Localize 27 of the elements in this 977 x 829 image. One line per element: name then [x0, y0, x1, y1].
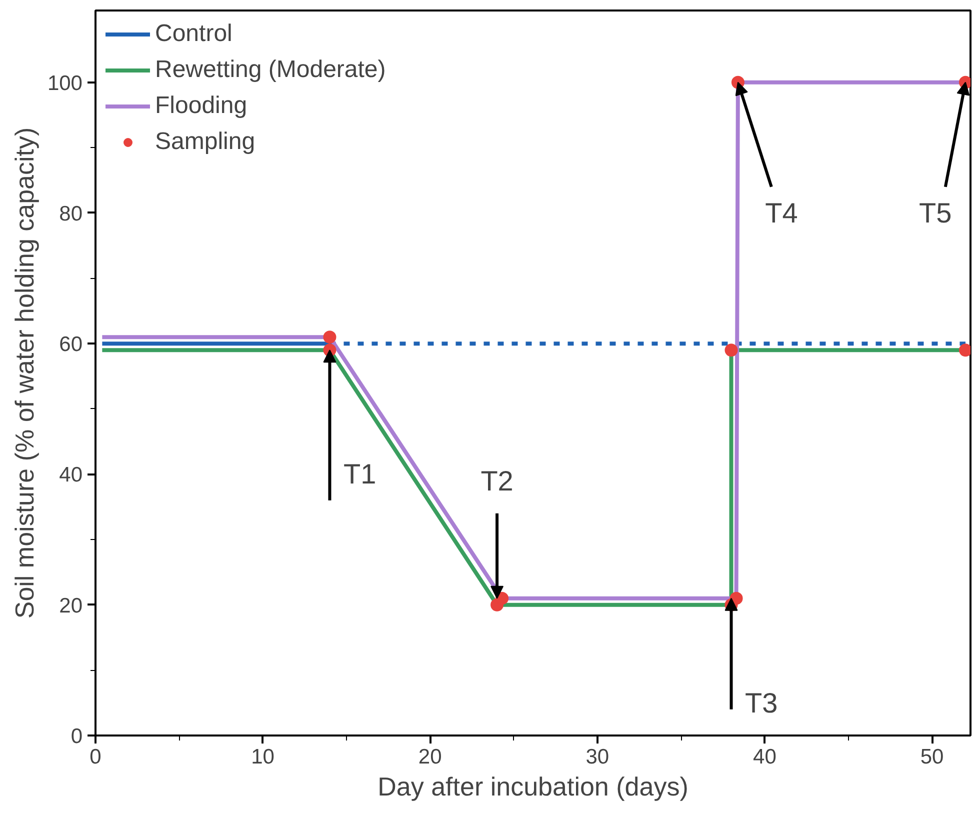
y-tick-label: 60	[59, 333, 82, 356]
x-tick-label: 20	[418, 746, 442, 768]
annotation: T5	[919, 197, 952, 228]
x-tick-label: 0	[90, 746, 102, 768]
point	[958, 344, 970, 357]
y-tick-label: 0	[70, 725, 83, 748]
x-tick-label: 40	[753, 746, 776, 768]
annotation: T2	[480, 465, 514, 496]
point	[724, 344, 738, 357]
annotation: T3	[745, 687, 778, 718]
x-tick-label: 50	[920, 746, 944, 768]
point	[496, 592, 509, 605]
y-axis-title: Soil moisture (% of water holding capacity)	[9, 127, 40, 619]
y-tick-label: 40	[59, 464, 82, 487]
y-tick-label: 100	[47, 72, 83, 95]
x-tick-label: 10	[251, 746, 274, 768]
point	[323, 330, 336, 344]
legend-label: Flooding	[155, 92, 248, 120]
y-tick-label: 80	[59, 202, 82, 226]
legend-label: Rewetting (Moderate)	[155, 56, 386, 84]
legend-label: Sampling	[155, 128, 256, 156]
annotation: T4	[765, 197, 798, 228]
x-axis-title: Day after incubation (days)	[378, 772, 688, 802]
legend-label: Control	[155, 20, 232, 48]
y-tick-label: 20	[59, 594, 82, 618]
x-tick-label: 30	[586, 746, 610, 768]
annotation: T1	[344, 458, 376, 490]
